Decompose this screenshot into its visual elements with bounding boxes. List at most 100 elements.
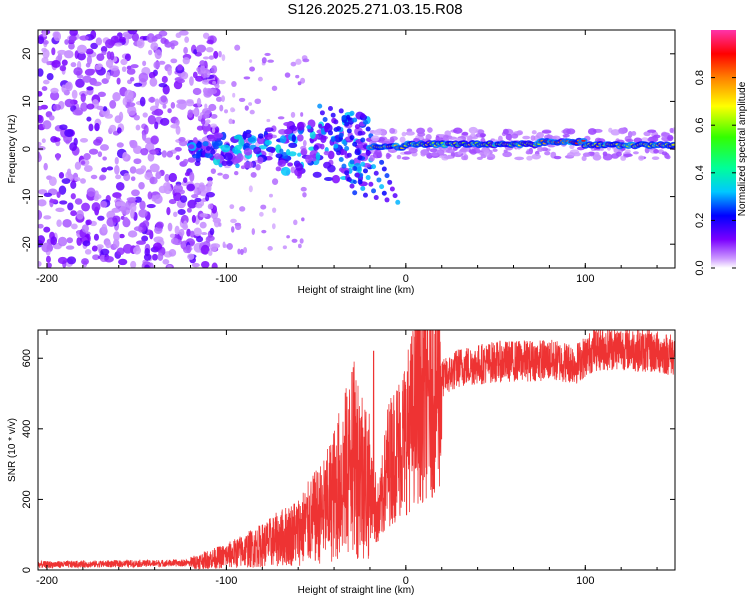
spectrogram-cell (163, 182, 171, 190)
spectrogram-cell (96, 105, 104, 110)
spectrogram-cell (408, 147, 418, 154)
spectrogram-cell (221, 160, 228, 167)
spectrogram-cell (235, 163, 240, 169)
spectrogram-cell (237, 248, 241, 255)
spectrogram-cell (370, 135, 380, 142)
spectrogram-cell (470, 130, 475, 137)
spectrogram-cell (344, 121, 350, 127)
spectrogram-cell (123, 216, 129, 225)
spectrogram-cell (267, 59, 274, 63)
spectrogram-cell (116, 142, 124, 148)
spectrogram-cell (189, 230, 195, 238)
spectrogram-cell (136, 240, 146, 245)
spectrogram-cell (385, 152, 391, 160)
colorbar-tick-label: 0.8 (694, 70, 706, 85)
y-tick-label: -20 (21, 236, 33, 252)
spectrogram-cell (338, 132, 344, 138)
spectrogram-cell (389, 186, 395, 192)
spectrogram-cell (315, 152, 321, 161)
spectrogram-cell (149, 163, 160, 173)
spectrogram-cell (244, 105, 249, 111)
spectrogram-cell (401, 131, 407, 137)
spectrogram-cell (264, 52, 271, 56)
spectrogram-cell (362, 119, 368, 125)
spectrogram-cell (392, 193, 398, 199)
spectrogram-cell (81, 202, 91, 212)
spectrogram-cell (147, 191, 153, 200)
spectrogram-cell (77, 52, 86, 61)
y-tick-label: 600 (21, 349, 33, 367)
spectrogram-cell (74, 161, 82, 170)
spectrogram-cell (101, 167, 108, 173)
x-tick-label: -100 (215, 273, 237, 285)
spectrogram-cell (140, 147, 149, 156)
spectrogram-cell (331, 174, 341, 184)
spectrogram-cell (73, 67, 83, 76)
spectrogram-cell (133, 82, 143, 87)
spectrogram-cell (264, 134, 273, 140)
spectrogram-cell (70, 62, 77, 68)
spectrogram-cell (115, 201, 123, 207)
spectrogram-cell (189, 171, 195, 182)
spectrogram-cell (86, 116, 92, 122)
spectrogram-cell (62, 218, 72, 228)
spectrogram-cell (133, 158, 142, 165)
spectrogram-cell (279, 148, 284, 155)
spectrogram-cell (114, 165, 120, 175)
spectrogram-cell (243, 246, 248, 254)
spectrogram-cell (105, 38, 115, 49)
spectrogram-cell (70, 210, 77, 217)
spectrogram-cell (536, 132, 544, 139)
colorbar-tick-label: 0.6 (694, 118, 706, 133)
spectrogram-cell (79, 137, 89, 143)
spectrogram-cell (118, 258, 128, 266)
spectrogram-cell (373, 195, 379, 201)
spectrogram-cell (129, 166, 137, 174)
spectrogram-cell (86, 103, 95, 110)
spectrogram-cell (632, 151, 639, 155)
spectrogram-cell (124, 53, 131, 62)
spectrogram-cell (219, 104, 224, 112)
spectrogram-cell (381, 190, 387, 196)
spectrogram-cell (479, 133, 487, 138)
spectrogram-cell (247, 137, 256, 143)
spectrogram-cell (306, 125, 312, 130)
spectrogram-cell (258, 145, 267, 150)
spectrogram-cell (112, 92, 121, 102)
spectrogram-cell (285, 149, 291, 156)
spectrogram-cell (170, 124, 180, 129)
y-tick-label: 400 (21, 420, 33, 438)
spectrogram-cell (319, 110, 325, 116)
spectrogram-cell (92, 81, 102, 87)
spectrogram-cell (443, 155, 454, 160)
spectrogram-cell (502, 128, 509, 135)
spectrogram-cell (463, 154, 469, 161)
spectrogram-cell (85, 48, 94, 55)
spectrogram-cell (93, 195, 99, 202)
spectrogram-cell (354, 172, 360, 178)
spectrogram-cell (631, 131, 637, 136)
spectrogram-cell (51, 60, 61, 68)
spectrogram-cell (354, 148, 360, 154)
spectrogram-cell (253, 146, 262, 155)
spectrogram-cell (544, 151, 551, 156)
spectrogram-cell (228, 118, 233, 125)
spectrogram-cell (106, 166, 114, 171)
spectrogram-cell (139, 200, 146, 210)
spectrogram-cell (221, 95, 225, 103)
spectrogram-cell (290, 111, 296, 118)
spectrogram-cell (293, 219, 298, 226)
spectrogram-cell (70, 180, 77, 190)
spectrogram-cell (581, 139, 586, 142)
spectrogram-ylabel: Frequency (Hz) (7, 115, 18, 184)
spectrogram-cell (357, 179, 363, 185)
spectrogram-cell (206, 39, 214, 45)
spectrogram-cell (38, 105, 44, 111)
spectrogram-cell (203, 126, 208, 135)
spectrogram-cell (226, 160, 233, 167)
spectrogram-cell (80, 160, 86, 165)
spectrogram-cell (182, 57, 190, 65)
spectrogram-cell (38, 261, 42, 267)
spectrogram-cell (97, 215, 105, 221)
spectrogram-cell (65, 245, 75, 250)
